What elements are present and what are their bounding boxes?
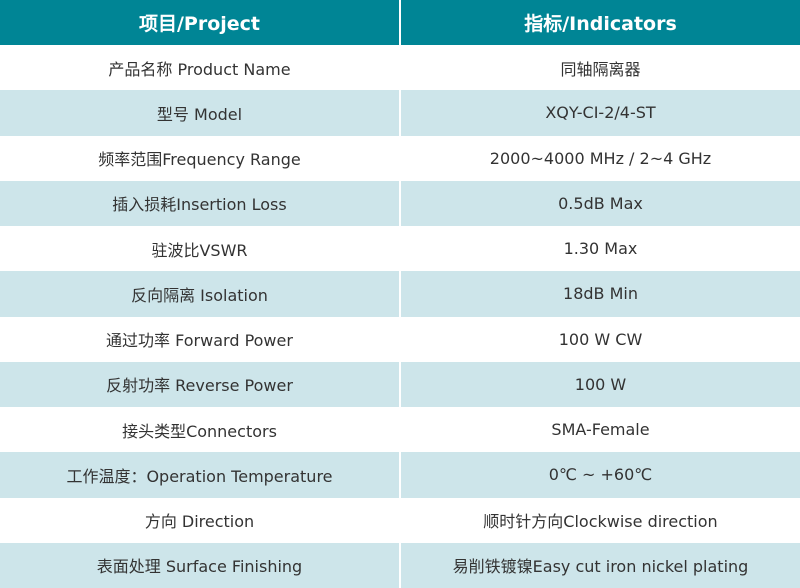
table-row: 反射功率 Reverse Power 100 W: [0, 361, 800, 407]
indicator-cell: 同轴隔离器: [560, 59, 641, 79]
table-row: 方向 Direction 顺时针方向Clockwise direction: [0, 497, 800, 543]
table-row: 型号 Model XQY-CI-2/4-ST: [0, 90, 800, 136]
table-row: 插入损耗Insertion Loss 0.5dB Max: [0, 180, 800, 226]
table-row: 通过功率 Forward Power 100 W CW: [0, 316, 800, 362]
header-project: 项目/Project: [0, 0, 401, 45]
project-cell: 接头类型Connectors: [0, 407, 401, 453]
project-cell: 插入损耗Insertion Loss: [0, 180, 401, 226]
table-row: 工作温度：Operation Temperature 0℃ ~ +60℃: [0, 452, 800, 498]
indicator-cell: 顺时针方向Clockwise direction: [483, 512, 718, 532]
table-row: 驻波比VSWR 1.30 Max: [0, 226, 800, 272]
project-cell: 表面处理 Surface Finishing: [0, 542, 401, 588]
project-cell: 工作温度：Operation Temperature: [0, 452, 401, 498]
header-indicators: 指标/Indicators: [400, 0, 800, 45]
table-row: 频率范围Frequency Range 2000~4000 MHz / 2~4 G…: [0, 135, 800, 181]
indicator-cell: 0℃ ~ +60℃: [400, 452, 800, 498]
table-row: 接头类型Connectors SMA-Female: [0, 407, 800, 453]
table-row: 产品名称 Product Name 同轴隔离器: [0, 45, 800, 91]
indicator-cell: 100 W: [400, 361, 800, 407]
indicator-cell: 2000~4000 MHz / 2~4 GHz: [489, 148, 712, 168]
indicator-cell: 100 W CW: [558, 329, 643, 349]
indicator-cell: XQY-CI-2/4-ST: [400, 90, 800, 136]
table-row: 表面处理 Surface Finishing 易削铁镀镍Easy cut iron…: [0, 542, 800, 588]
project-cell: 反射功率 Reverse Power: [0, 361, 401, 407]
indicator-cell: 易削铁镀镍Easy cut iron nickel plating: [400, 542, 800, 588]
project-cell: 反向隔离 Isolation: [0, 271, 401, 317]
indicator-cell: SMA-Female: [551, 420, 650, 440]
project-cell: 方向 Direction: [0, 497, 401, 543]
project-cell: 型号 Model: [0, 90, 401, 136]
project-cell: 频率范围Frequency Range: [0, 135, 401, 181]
indicator-cell: 1.30 Max: [563, 239, 638, 259]
project-cell: 通过功率 Forward Power: [0, 316, 401, 362]
indicator-cell: 0.5dB Max: [400, 180, 800, 226]
project-cell: 驻波比VSWR: [0, 226, 401, 272]
header-row: 项目/Project 指标/Indicators: [0, 0, 800, 45]
table-row: 反向隔离 Isolation 18dB Min: [0, 271, 800, 317]
table-body: 产品名称 Product Name 同轴隔离器型号 Model XQY-CI-2/4…: [0, 45, 800, 588]
project-cell: 产品名称 Product Name: [0, 45, 401, 91]
indicator-cell: 18dB Min: [400, 271, 800, 317]
